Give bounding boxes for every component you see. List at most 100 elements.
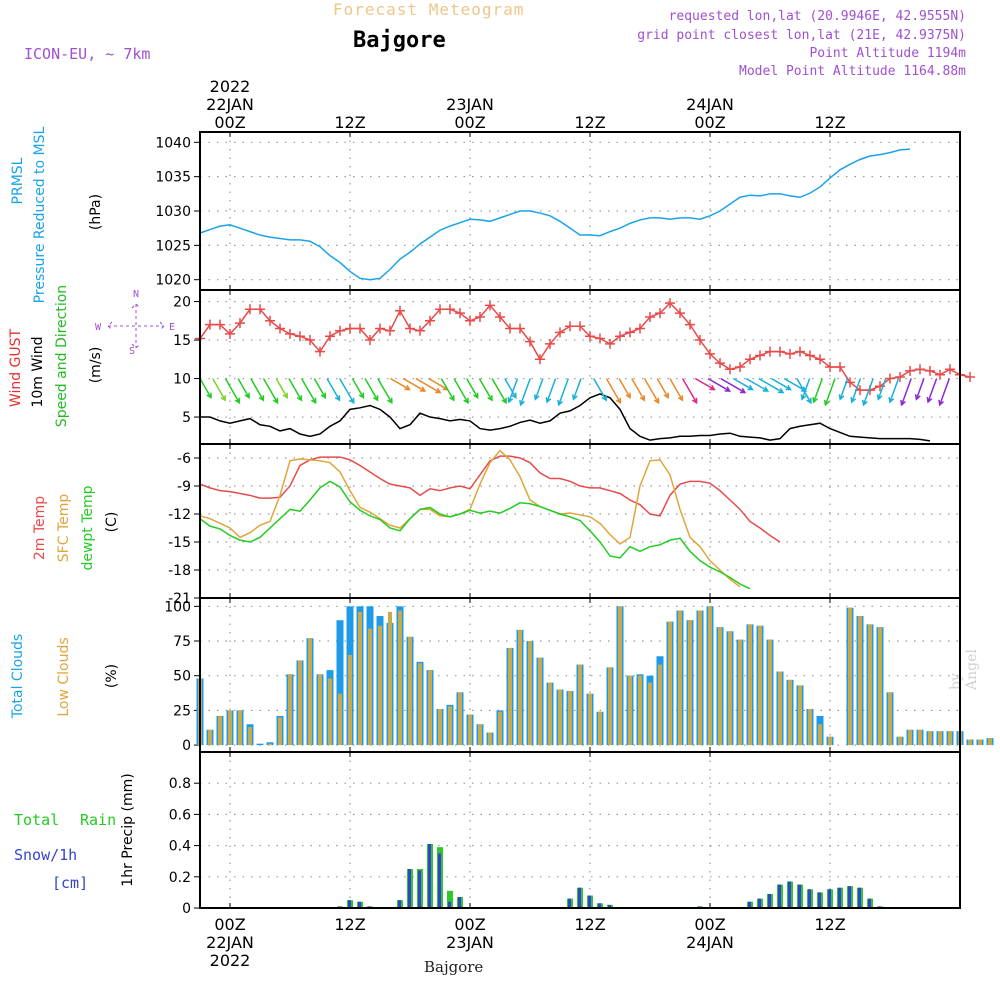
snow-bar-63 [858,887,861,908]
snow-bar-56 [788,881,791,908]
ytick-label-clouds-0: 0 [182,738,191,754]
subtitle: Forecast Meteogram [333,0,525,19]
ytick-label-clouds-4: 100 [164,599,191,615]
bottom-date-label-0: 22JAN [206,933,254,952]
gust-marker-31 [505,323,515,334]
wind-arrow-22 [478,378,493,402]
gust-marker-49 [685,319,695,330]
gust-marker-17 [365,335,375,346]
low-cloud-bar-10 [298,660,302,746]
ytick-label-precip-0: 0 [182,901,191,917]
gust-line [199,302,971,391]
gust-marker-9 [285,328,295,339]
snow-bar-54 [768,893,771,908]
wind-arrow-58 [926,378,938,404]
low-cloud-bar-42 [618,606,622,746]
gust-marker-29 [485,300,495,311]
wind-arrow-35 [643,378,660,405]
info-line-4: Model Point Altitude 1164.88m [739,64,966,79]
wind-arrow-29 [557,378,570,407]
ytick-label-temp-5: -21 [168,591,191,607]
gust-marker-36 [555,327,565,338]
wind-arrow-7 [288,378,303,402]
gust-marker-1 [205,319,215,330]
low-cloud-bar-45 [648,682,652,746]
gust-marker-42 [615,331,625,342]
precip-cm-label: [cm] [52,874,88,892]
low-cloud-bar-59 [788,679,792,746]
wind-arrow-11 [339,378,355,405]
gust-marker-26 [455,308,465,319]
compass-s-label: S [129,346,135,357]
wind-arrow-15 [390,377,411,391]
low-cloud-bar-36 [558,689,562,746]
low-cloud-bar-14 [338,693,342,746]
wind-arrow-39 [694,377,716,391]
top-time-label-5: 12Z [814,113,845,132]
ytick-label-pressure-0: 1020 [155,273,191,289]
gust-marker-37 [565,321,575,332]
low-cloud-bar-15 [348,654,352,746]
gust-marker-72 [915,364,925,375]
compass-w-label: W [95,322,102,333]
snow-bar-37 [598,903,601,908]
wind-arrow-14 [377,378,393,405]
snow-bar-58 [808,889,811,908]
low-cloud-bar-12 [318,674,322,746]
bottom-time-label-3: 12Z [574,915,605,934]
low-cloud-bar-39 [588,693,592,746]
snow-bar-35 [578,887,581,908]
gust-marker-4 [235,318,245,329]
ytick-label-precip-3: 0.6 [169,807,191,823]
gust-marker-63 [825,362,835,372]
low-cloud-bar-31 [508,647,512,746]
low-cloud-bar-69 [888,692,892,746]
wind-arrow-48 [800,378,811,401]
pressure-label-short: PRMSL [10,157,26,204]
wind-arrow-41 [720,377,747,394]
low-cloud-bar-18 [378,625,382,746]
low-cloud-bar-19 [388,611,392,746]
wind-arrow-27 [533,378,544,401]
snow-bar-52 [748,901,751,908]
gust-marker-13 [325,331,335,342]
wind-arrow-59 [938,378,951,407]
gust-marker-56 [755,350,765,361]
gust-marker-41 [605,338,615,349]
temp-sfc-label: SFC Temp [56,494,72,563]
snow-bar-22 [448,901,451,908]
low-cloud-bar-79 [988,738,992,746]
low-cloud-bar-33 [528,641,532,746]
wind-arrow-23 [491,378,507,405]
wind-arrow-56 [900,378,912,407]
wind-arrow-5 [262,378,279,405]
gust-marker-27 [465,315,475,326]
snow-bar-53 [758,898,761,908]
snow-bar-64 [868,898,871,908]
gust-marker-69 [885,373,895,384]
low-cloud-bar-24 [438,708,442,746]
bottom-time-label-1: 12Z [334,915,365,934]
low-cloud-bar-30 [498,711,502,746]
gust-marker-19 [385,325,395,336]
wind-arrow-20 [453,378,469,405]
gust-marker-33 [525,336,535,347]
snow-bar-57 [798,884,801,908]
wind-arrow-45 [771,377,792,391]
gust-marker-35 [545,338,555,349]
gust-marker-23 [425,315,435,326]
gust-marker-71 [905,365,915,376]
pressure-line [199,148,911,281]
top-year-label: 2022 [210,77,251,96]
top-date-label-0: 22JAN [206,95,254,114]
low-cloud-bar-21 [408,636,412,746]
low-cloud-bar-62 [818,724,822,746]
gust-marker-57 [765,346,775,357]
low-cloud-bar-13 [328,678,332,746]
wind-unit-label: (m/s) [88,347,104,384]
wind-arrow-43 [745,377,770,392]
info-line-3: Point Altitude 1194m [809,46,966,61]
wind-arrow-31 [593,378,607,402]
low-cloud-bar-72 [918,729,922,746]
wind-arrow-8 [300,378,317,405]
